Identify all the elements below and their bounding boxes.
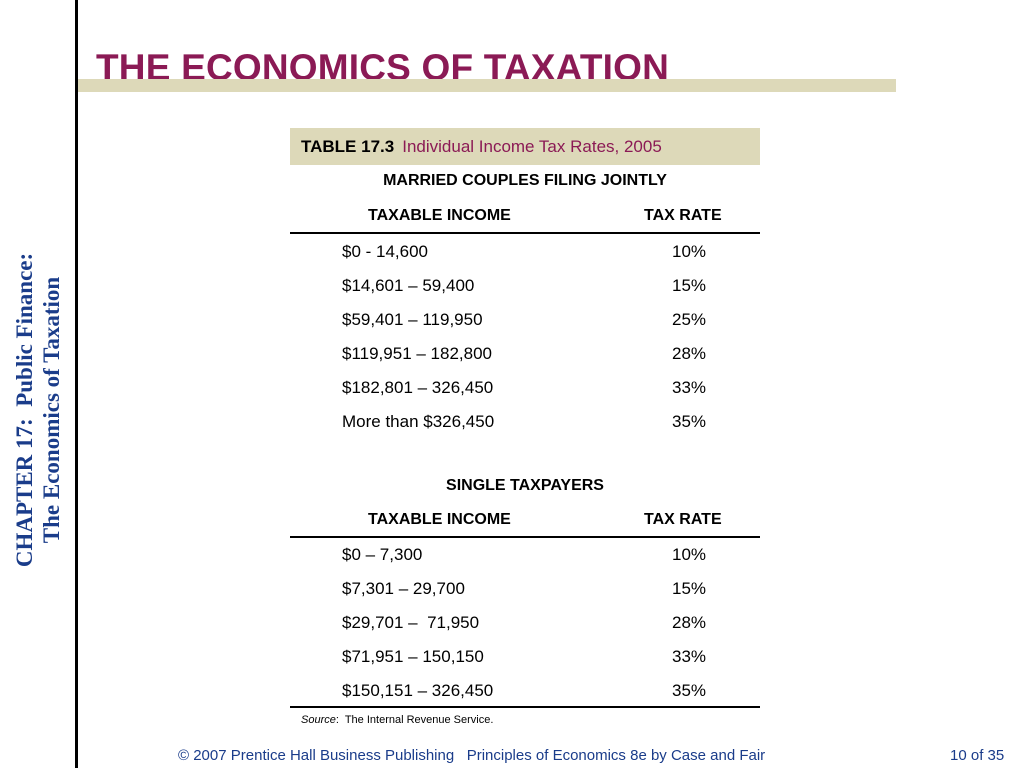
header-rule [290,536,760,538]
source-label: Source [301,714,336,726]
rate-cell: 33% [672,378,707,397]
table-row: $7,301 – 29,700 15% [290,579,760,613]
table-caption: TABLE 17.3 Individual Income Tax Rates, 2… [290,128,760,165]
chapter-sidebar: CHAPTER 17: Public Finance: The Economic… [0,0,75,768]
table-row: $182,801 – 326,450 33% [290,378,760,412]
rate-cell: 35% [672,681,707,700]
column-header-income: TAXABLE INCOME [368,511,511,528]
column-header-income: TAXABLE INCOME [368,207,511,224]
source-text: : The Internal Revenue Service. [335,714,494,726]
page-number: 10 of 35 [950,747,1005,764]
income-cell: $29,701 – 71,950 [342,613,480,632]
footer-copyright: © 2007 Prentice Hall Business Publishing… [178,747,766,764]
header-rule [290,232,760,234]
income-cell: $119,951 – 182,800 [342,344,492,363]
column-header-rate: TAX RATE [644,207,722,224]
table-number: TABLE 17.3 [301,137,395,156]
rate-cell: 25% [672,310,707,329]
table-row: $150,151 – 326,450 35% [290,681,760,715]
table-row: $119,951 – 182,800 28% [290,344,760,378]
rate-cell: 10% [672,545,707,564]
rate-cell: 33% [672,647,707,666]
income-cell: $150,151 – 326,450 [342,681,494,700]
rate-cell: 15% [672,276,707,295]
income-cell: $59,401 – 119,950 [342,310,483,329]
income-cell: $0 – 7,300 [342,545,423,564]
table-caption-text: Individual Income Tax Rates, 2005 [402,137,662,156]
chapter-title: CHAPTER 17: Public Finance: The Economic… [11,253,65,567]
sidebar-divider [75,0,78,768]
income-cell: $71,951 – 150,150 [342,647,484,666]
income-cell: $7,301 – 29,700 [342,579,465,598]
rate-cell: 10% [672,242,707,261]
income-cell: $182,801 – 326,450 [342,378,494,397]
source-note: Source: The Internal Revenue Service. [301,714,493,726]
chapter-title-line1: CHAPTER 17: Public Finance: [12,252,37,568]
income-cell: $14,601 – 59,400 [342,276,475,295]
table-row: $0 - 14,600 10% [290,242,760,276]
income-cell: $0 - 14,600 [342,242,429,261]
rate-cell: 28% [672,344,707,363]
table-row: $71,951 – 150,150 33% [290,647,760,681]
table-row: $29,701 – 71,950 28% [290,613,760,647]
rate-cell: 15% [672,579,707,598]
table-row: $0 – 7,300 10% [290,545,760,579]
income-cell: More than $326,450 [342,412,495,431]
table-bottom-rule [290,706,760,708]
rate-cell: 28% [672,613,707,632]
column-header-rate: TAX RATE [644,511,722,528]
table-row: $59,401 – 119,950 25% [290,310,760,344]
table-row: More than $326,450 35% [290,412,760,446]
title-underline-bar [78,79,896,92]
section-heading-married: MARRIED COUPLES FILING JOINTLY [383,172,667,189]
table-row: $14,601 – 59,400 15% [290,276,760,310]
chapter-title-line2: The Economics of Taxation [39,276,64,544]
section-heading-single: SINGLE TAXPAYERS [446,477,604,494]
rate-cell: 35% [672,412,707,431]
